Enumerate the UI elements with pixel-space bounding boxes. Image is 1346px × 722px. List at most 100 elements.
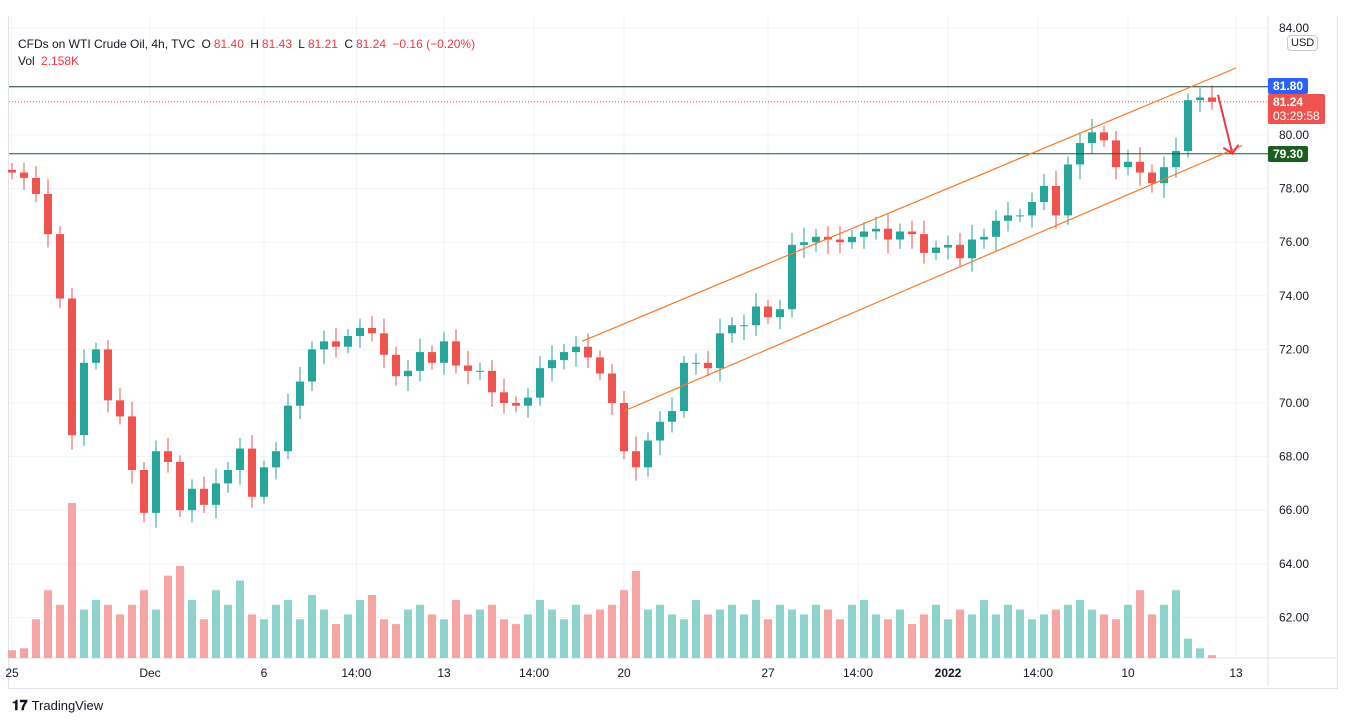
volume-bar [596, 609, 604, 658]
candle-body [680, 362, 688, 412]
volume-bar [680, 619, 688, 658]
candle-body [68, 298, 76, 436]
volume-bar [668, 614, 676, 658]
price-chart[interactable]: 84.00 80.00 78.00 76.00 74.00 72.00 70.00 68.00… [0, 0, 1346, 700]
volume-bar [32, 619, 40, 658]
volume-bar [404, 609, 412, 658]
last-price-tag: 81.24 03:29:58 [1268, 94, 1325, 124]
candle-body [1136, 161, 1144, 173]
volume-bar [1088, 609, 1096, 658]
candle-body [632, 451, 640, 468]
time-tick-label: 25 [5, 666, 19, 680]
volume-bar [1196, 648, 1204, 658]
candle-body [788, 244, 796, 310]
volume-bar [260, 619, 268, 658]
time-tick-label: 13 [437, 666, 451, 680]
volume-bar [752, 599, 760, 658]
volume-bar [908, 624, 916, 658]
volume-bar [848, 604, 856, 658]
candle-body [176, 461, 184, 511]
candle-body [716, 333, 724, 369]
candle-body [524, 397, 532, 406]
currency-button[interactable]: USD [1287, 35, 1319, 51]
time-tick-label: 6 [261, 666, 268, 680]
volume-bar [716, 609, 724, 658]
volume-bar [344, 614, 352, 658]
candle-body [812, 236, 820, 243]
candle-body [1124, 161, 1132, 168]
volume-bar [1052, 609, 1060, 658]
candle-body [152, 451, 160, 513]
volume-bar [200, 619, 208, 658]
candle-body [80, 362, 88, 436]
candle-body [200, 488, 208, 505]
time-tick-label: 2022 [935, 666, 962, 680]
candle-body [416, 352, 424, 371]
candle-body [740, 325, 748, 327]
candle-body [1160, 167, 1168, 184]
candle-body [1208, 97, 1216, 102]
low-label: L [298, 37, 305, 51]
volume-bar [512, 624, 520, 658]
candle-body [440, 341, 448, 363]
candle-body [1172, 151, 1180, 168]
candle-body [1196, 97, 1204, 101]
candle-body [776, 309, 784, 318]
volume-bar [980, 599, 988, 658]
candle-body [248, 448, 256, 497]
candle-body [932, 247, 940, 253]
candle-body [896, 231, 904, 240]
price-tick-label: 68.00 [1279, 450, 1309, 464]
time-tick-label: Dec [139, 666, 160, 680]
volume-bar [896, 609, 904, 658]
tradingview-logo-icon: 𝟏𝟕 [12, 697, 28, 713]
candle-body [1148, 172, 1156, 184]
candle-body [596, 357, 604, 374]
tradingview-logo[interactable]: 𝟏𝟕 TradingView [12, 697, 103, 714]
volume-bar [1004, 604, 1012, 658]
volume-bar [548, 609, 556, 658]
high-value: 81.43 [261, 37, 292, 51]
candle-body [560, 352, 568, 361]
candle-body [140, 470, 148, 513]
candle-body [752, 306, 760, 326]
candle-body [332, 341, 340, 347]
candle-body [1064, 164, 1072, 216]
candle-body [20, 172, 28, 178]
candle-body [260, 467, 268, 497]
lower-channel-line [623, 145, 1243, 412]
candle-body [404, 370, 412, 377]
volume-bar [140, 590, 148, 658]
volume-bar [476, 609, 484, 658]
brand-name: TradingView [31, 698, 104, 713]
candle-body [380, 333, 388, 355]
candle-body [764, 306, 772, 318]
candle-body [836, 239, 844, 243]
volume-bar [656, 604, 664, 658]
volume-bar [236, 580, 244, 658]
candle-body [32, 177, 40, 194]
candle-body [356, 327, 364, 336]
volume-bar [188, 599, 196, 658]
candle-body [548, 360, 556, 369]
volume-bar [128, 604, 136, 658]
volume-bar [320, 609, 328, 658]
volume-bar [644, 609, 652, 658]
candle-body [704, 362, 712, 369]
volume-bar [728, 604, 736, 658]
price-tick-label: 64.00 [1279, 557, 1309, 571]
candle-body [56, 234, 64, 299]
candle-body [272, 451, 280, 468]
price-tick-label: 76.00 [1279, 235, 1309, 249]
volume-bar [248, 614, 256, 658]
volume-bar [1112, 619, 1120, 658]
volume-label: Vol [18, 54, 35, 68]
time-tick-label: 14:00 [519, 666, 549, 680]
upper-channel-line [581, 67, 1237, 342]
candle-body [188, 488, 196, 511]
candle-body [512, 403, 520, 406]
time-tick-label: 13 [1229, 666, 1243, 680]
volume-bar [1016, 609, 1024, 658]
candle-body [584, 346, 592, 358]
volume-bar [620, 590, 628, 658]
